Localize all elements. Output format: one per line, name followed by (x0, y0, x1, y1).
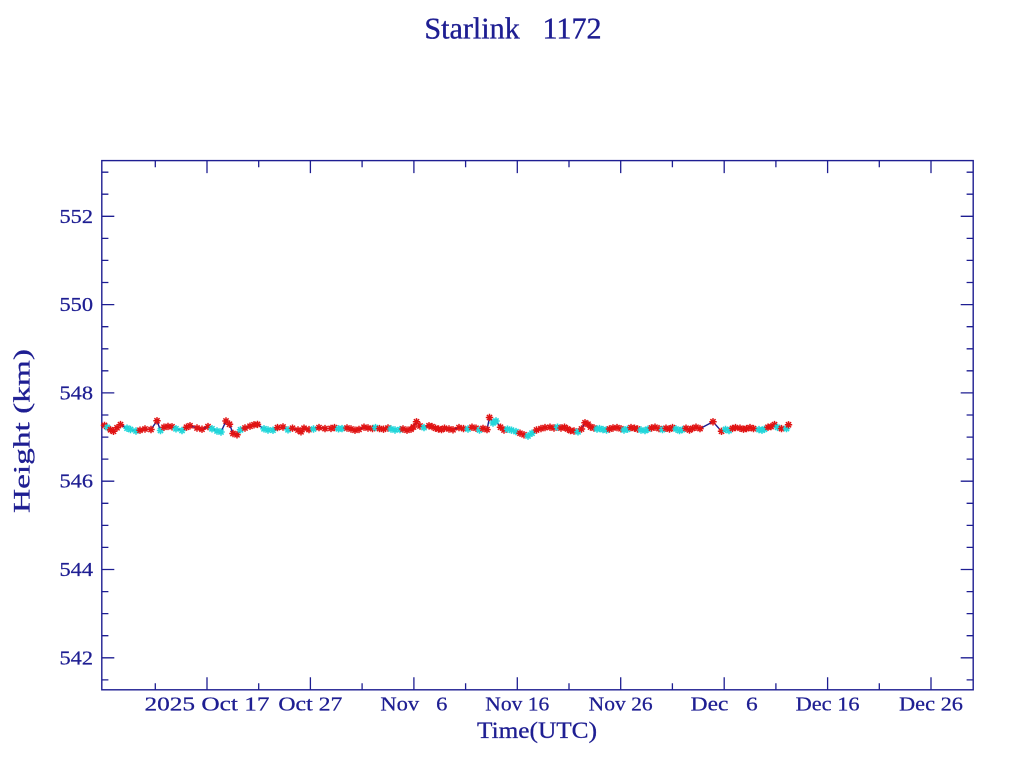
svg-text:Dec 26: Dec 26 (899, 693, 963, 715)
svg-text:Dec 16: Dec 16 (796, 693, 860, 715)
svg-text:552: 552 (60, 206, 94, 228)
svg-text:2025 Oct 17: 2025 Oct 17 (145, 693, 270, 715)
svg-text:542: 542 (60, 647, 94, 669)
svg-text:Nov 16: Nov 16 (485, 693, 549, 715)
svg-text:Nov 6: Nov 6 (380, 693, 447, 715)
svg-text:Oct 27: Oct 27 (278, 693, 342, 715)
svg-text:546: 546 (60, 471, 94, 493)
svg-text:550: 550 (60, 294, 94, 316)
svg-text:Nov 26: Nov 26 (589, 693, 653, 715)
svg-text:Dec 6: Dec 6 (691, 693, 758, 715)
svg-text:Time(UTC): Time(UTC) (477, 718, 597, 744)
svg-text:Starlink 1172: Starlink 1172 (424, 12, 601, 46)
svg-text:Height (km): Height (km) (10, 349, 35, 513)
svg-text:544: 544 (60, 559, 94, 581)
svg-text:548: 548 (60, 382, 94, 404)
